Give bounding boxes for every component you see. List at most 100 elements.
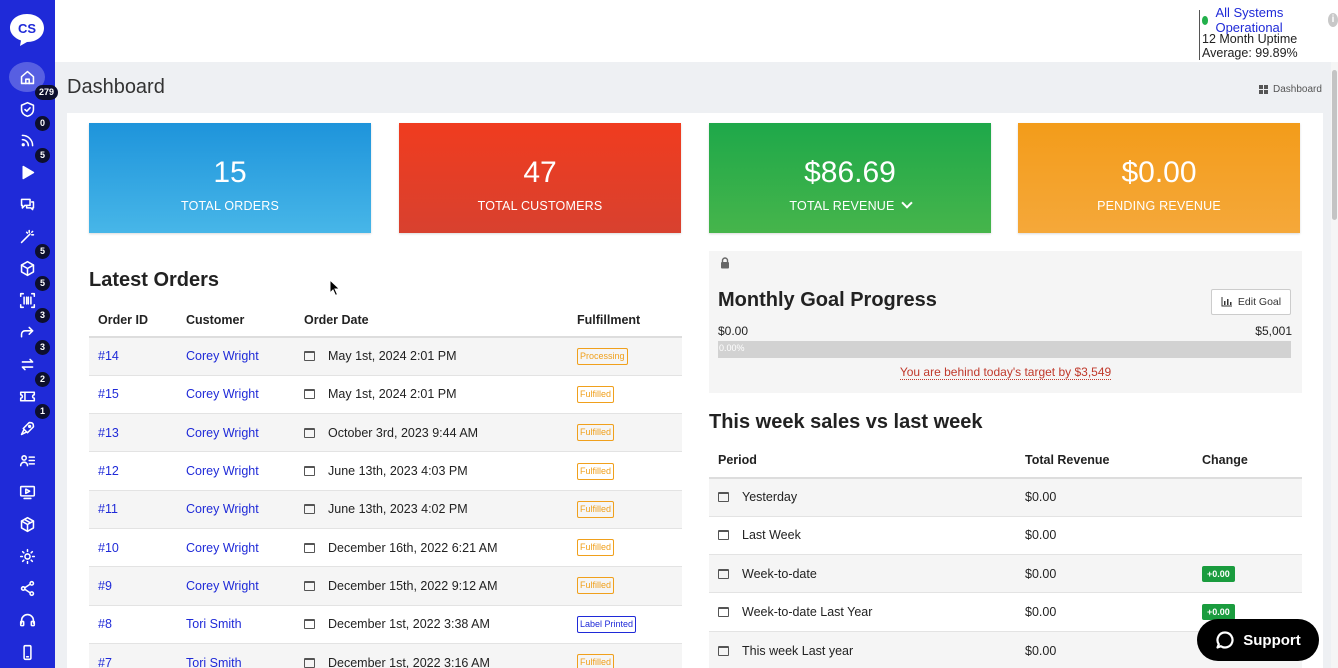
order-id-link[interactable]: #14 <box>98 349 119 364</box>
order-id-link[interactable]: #9 <box>98 578 112 593</box>
sidebar-item-box[interactable]: 5 <box>8 244 50 282</box>
order-id-link[interactable]: #13 <box>98 425 119 440</box>
fulfillment-badge: Fulfilled <box>577 539 615 557</box>
sidebar-item-home[interactable] <box>9 62 45 92</box>
svg-text:CS: CS <box>18 21 36 36</box>
total-revenue-value: $86.69 <box>804 156 896 189</box>
goal-warning-text[interactable]: You are behind today's target by $3,549 <box>899 365 1112 380</box>
breadcrumb[interactable]: Dashboard <box>1259 84 1322 95</box>
sidebar-item-users-list[interactable] <box>8 446 46 474</box>
sidebar-item-play[interactable]: 5 <box>8 148 50 186</box>
system-status: All Systems Operational i 12 Month Uptim… <box>1199 5 1338 60</box>
dashboard-grid-icon <box>1259 84 1269 95</box>
box-icon <box>20 260 34 276</box>
sidebar-item-gear[interactable] <box>8 542 46 570</box>
period-revenue: $0.00 <box>1025 490 1057 505</box>
order-id-link[interactable]: #12 <box>98 464 119 479</box>
users-list-icon <box>19 454 35 466</box>
fulfillment-badge: Fulfilled <box>577 424 615 442</box>
total-customers-card[interactable]: 47 TOTAL CUSTOMERS <box>399 123 681 233</box>
sidebar-item-rss[interactable]: 0 <box>8 116 50 154</box>
sidebar-item-exchange[interactable]: 3 <box>8 340 50 378</box>
period-label: Last Week <box>742 528 801 543</box>
scrollbar-track[interactable] <box>1331 62 1338 668</box>
nav-badge: 3 <box>35 340 50 355</box>
order-id-link[interactable]: #10 <box>98 540 119 555</box>
period-revenue: $0.00 <box>1025 566 1057 581</box>
mouse-pointer-icon <box>329 279 341 297</box>
order-id-link[interactable]: #8 <box>98 617 112 632</box>
customer-link[interactable]: Corey Wright <box>186 387 259 402</box>
sidebar-item-rocket[interactable]: 1 <box>8 404 50 442</box>
calendar-icon <box>304 542 315 553</box>
fulfillment-badge: Label Printed <box>577 615 637 633</box>
order-date: May 1st, 2024 2:01 PM <box>328 349 457 364</box>
calendar-icon <box>304 504 315 515</box>
sidebar-item-share-nodes[interactable] <box>8 574 46 602</box>
order-date: December 1st, 2022 3:16 AM <box>328 655 490 668</box>
sidebar-item-cube[interactable] <box>8 510 46 538</box>
scrollbar-thumb[interactable] <box>1332 70 1337 220</box>
chevron-down-icon[interactable] <box>900 197 913 209</box>
dashboard-content: 15 TOTAL ORDERS 47 TOTAL CUSTOMERS $86.6… <box>67 113 1323 668</box>
calendar-icon <box>304 580 315 591</box>
customer-link[interactable]: Corey Wright <box>186 464 259 479</box>
calendar-icon <box>304 657 315 668</box>
sidebar-item-headset[interactable] <box>8 606 46 634</box>
order-date: October 3rd, 2023 9:44 AM <box>328 425 479 440</box>
share-nodes-icon <box>20 580 34 596</box>
monthly-goal-panel: Monthly Goal Progress Edit Goal $0.00 $5… <box>709 251 1302 393</box>
nav-badge: 279 <box>35 85 59 100</box>
customer-link[interactable]: Corey Wright <box>186 349 259 364</box>
cs-logo[interactable]: CS <box>8 12 46 48</box>
goal-title: Monthly Goal Progress <box>718 289 937 311</box>
change-badge: +0.00 <box>1202 604 1235 621</box>
fulfillment-badge: Fulfilled <box>577 577 615 595</box>
status-dot-icon <box>1202 15 1209 25</box>
table-row: #10 Corey Wright December 16th, 2022 6:21 … <box>89 527 682 567</box>
customer-link[interactable]: Corey Wright <box>186 502 259 517</box>
period-revenue: $0.00 <box>1025 605 1057 620</box>
order-id-link[interactable]: #15 <box>98 387 119 402</box>
home-icon <box>20 70 34 84</box>
status-link[interactable]: All Systems Operational <box>1215 5 1284 35</box>
customer-link[interactable]: Corey Wright <box>186 425 259 440</box>
video-screen-icon <box>19 485 35 499</box>
period-revenue: $0.00 <box>1025 528 1057 543</box>
col-period: Period <box>709 443 1016 479</box>
customer-link[interactable]: Tori Smith <box>186 617 242 632</box>
nav-badge: 5 <box>35 148 50 163</box>
headset-icon <box>19 613 35 626</box>
ticket-icon <box>19 390 35 402</box>
total-orders-card[interactable]: 15 TOTAL ORDERS <box>89 123 371 233</box>
sidebar-item-mobile[interactable] <box>8 638 46 666</box>
table-row: #8 Tori Smith December 1st, 2022 3:38 AM La… <box>89 604 682 644</box>
uptime-average: 12 Month Uptime Average: 99.89% <box>1202 32 1298 60</box>
fulfillment-badge: Fulfilled <box>577 500 615 518</box>
sidebar-item-ticket[interactable]: 2 <box>8 372 50 410</box>
pending-revenue-card[interactable]: $0.00 PENDING REVENUE <box>1018 123 1300 233</box>
sidebar-item-shield-check[interactable]: 279 <box>8 85 59 123</box>
sidebar-item-chat-bubbles[interactable] <box>8 190 46 218</box>
pending-revenue-label: PENDING REVENUE <box>1097 199 1221 213</box>
sidebar-item-barcode-scan[interactable]: 5 <box>8 276 50 314</box>
order-id-link[interactable]: #11 <box>98 502 118 517</box>
edit-goal-button[interactable]: Edit Goal <box>1211 289 1291 315</box>
customer-link[interactable]: Corey Wright <box>186 578 259 593</box>
sidebar-item-magic-wand[interactable] <box>8 222 46 250</box>
total-revenue-card[interactable]: $86.69 TOTAL REVENUE <box>709 123 991 233</box>
order-date: June 13th, 2023 4:02 PM <box>328 502 468 517</box>
breadcrumb-label: Dashboard <box>1273 84 1322 95</box>
total-orders-value: 15 <box>213 156 247 189</box>
info-icon[interactable]: i <box>1327 13 1338 27</box>
order-id-link[interactable]: #7 <box>98 655 112 668</box>
customer-link[interactable]: Corey Wright <box>186 540 259 555</box>
customer-link[interactable]: Tori Smith <box>186 655 242 668</box>
table-row: #15 Corey Wright May 1st, 2024 2:01 PM Fulf… <box>89 374 682 414</box>
sidebar-item-forward-arrow[interactable]: 3 <box>8 308 50 346</box>
sidebar-item-video-screen[interactable] <box>8 478 46 506</box>
lock-icon[interactable] <box>720 257 730 269</box>
col-customer: Customer <box>177 303 295 338</box>
support-button[interactable]: Support <box>1197 619 1319 661</box>
table-row: Last Week $0.00 <box>709 515 1302 555</box>
